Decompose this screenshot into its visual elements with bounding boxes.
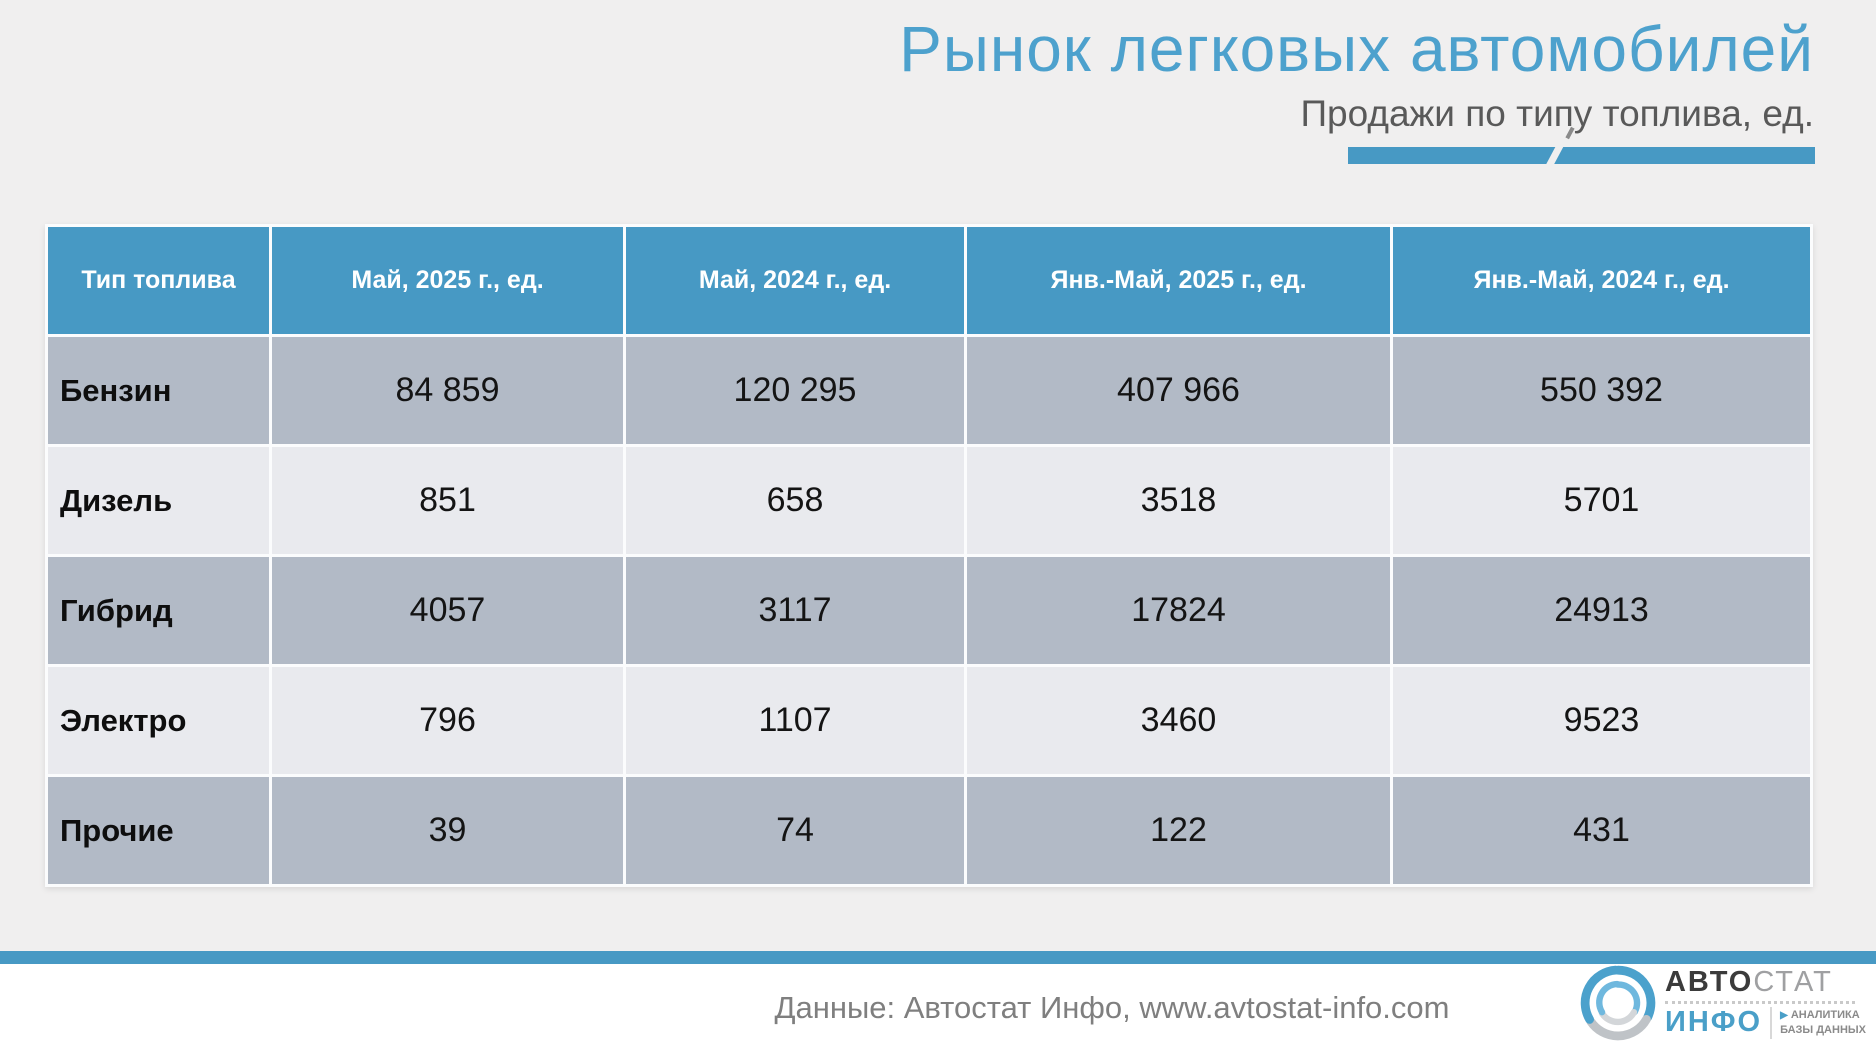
swirl-globe-icon bbox=[1580, 965, 1656, 1041]
table-cell: 9523 bbox=[1393, 667, 1810, 774]
logo-brand-name: АВТОСТАТ bbox=[1664, 965, 1866, 998]
logo-brand-light: СТАТ bbox=[1753, 965, 1833, 998]
row-label: Дизель bbox=[48, 447, 269, 554]
logo-brand-dark: АВТО bbox=[1664, 965, 1754, 998]
logo-vertical-divider bbox=[1770, 1006, 1773, 1039]
title-accent-bar bbox=[1348, 126, 1815, 171]
column-header-fuel-type: Тип топлива bbox=[48, 227, 269, 334]
logo-text-block: АВТОСТАТ ИНФО ▶ АНАЛИТИКА БАЗЫ ДАННЫХ bbox=[1664, 965, 1866, 1039]
table-cell: 851 bbox=[272, 447, 623, 554]
table-cell: 39 bbox=[272, 777, 623, 884]
table-cell: 550 392 bbox=[1393, 337, 1810, 444]
row-label: Бензин bbox=[48, 337, 269, 444]
row-label: Прочие bbox=[48, 777, 269, 884]
table-cell: 3460 bbox=[967, 667, 1390, 774]
table-cell: 1107 bbox=[626, 667, 964, 774]
table-cell: 84 859 bbox=[272, 337, 623, 444]
table-row: Прочие 39 74 122 431 bbox=[48, 777, 1810, 884]
fuel-sales-table: Тип топлива Май, 2025 г., ед. Май, 2024 … bbox=[45, 224, 1813, 887]
page-title: Рынок легковых автомобилей bbox=[899, 13, 1814, 85]
logo-tagline-1: АНАЛИТИКА bbox=[1790, 1008, 1860, 1021]
row-label: Гибрид bbox=[48, 557, 269, 664]
table-header-row: Тип топлива Май, 2025 г., ед. Май, 2024 … bbox=[48, 227, 1810, 334]
table-cell: 17824 bbox=[967, 557, 1390, 664]
column-header-may-2024: Май, 2024 г., ед. bbox=[626, 227, 964, 334]
table-row: Бензин 84 859 120 295 407 966 550 392 bbox=[48, 337, 1810, 444]
logo-tagline-2: БАЗЫ ДАННЫХ bbox=[1780, 1023, 1866, 1036]
footer-accent-strip bbox=[0, 951, 1876, 964]
table-cell: 120 295 bbox=[626, 337, 964, 444]
column-header-jan-may-2025: Янв.-Май, 2025 г., ед. bbox=[967, 227, 1390, 334]
table-cell: 122 bbox=[967, 777, 1390, 884]
table-cell: 431 bbox=[1393, 777, 1810, 884]
arrow-bullet-icon: ▶ bbox=[1780, 1009, 1788, 1021]
table-cell: 658 bbox=[626, 447, 964, 554]
table-cell: 4057 bbox=[272, 557, 623, 664]
table-cell: 3117 bbox=[626, 557, 964, 664]
table-cell: 24913 bbox=[1393, 557, 1810, 664]
table-cell: 407 966 bbox=[967, 337, 1390, 444]
logo-dotted-divider bbox=[1664, 1000, 1855, 1004]
table-cell: 3518 bbox=[967, 447, 1390, 554]
table-row: Электро 796 1107 3460 9523 bbox=[48, 667, 1810, 774]
logo-second-line: ИНФО ▶ АНАЛИТИКА БАЗЫ ДАННЫХ bbox=[1664, 1006, 1866, 1039]
data-source-text: Данные: Автостат Инфо, www.avtostat-info… bbox=[774, 990, 1450, 1025]
page-subtitle: Продажи по типу топлива, ед. bbox=[1300, 93, 1814, 135]
column-header-jan-may-2024: Янв.-Май, 2024 г., ед. bbox=[1393, 227, 1810, 334]
table-row: Дизель 851 658 3518 5701 bbox=[48, 447, 1810, 554]
header: Рынок легковых автомобилей Продажи по ти… bbox=[899, 13, 1814, 135]
column-header-may-2025: Май, 2025 г., ед. bbox=[272, 227, 623, 334]
table-row: Гибрид 4057 3117 17824 24913 bbox=[48, 557, 1810, 664]
table-cell: 5701 bbox=[1393, 447, 1810, 554]
table-cell: 796 bbox=[272, 667, 623, 774]
logo-info-label: ИНФО bbox=[1664, 1006, 1763, 1038]
avtostat-info-logo: АВТОСТАТ ИНФО ▶ АНАЛИТИКА БАЗЫ ДАННЫХ bbox=[1578, 963, 1866, 1043]
logo-taglines: ▶ АНАЛИТИКА БАЗЫ ДАННЫХ bbox=[1780, 1008, 1866, 1038]
table-cell: 74 bbox=[626, 777, 964, 884]
row-label: Электро bbox=[48, 667, 269, 774]
